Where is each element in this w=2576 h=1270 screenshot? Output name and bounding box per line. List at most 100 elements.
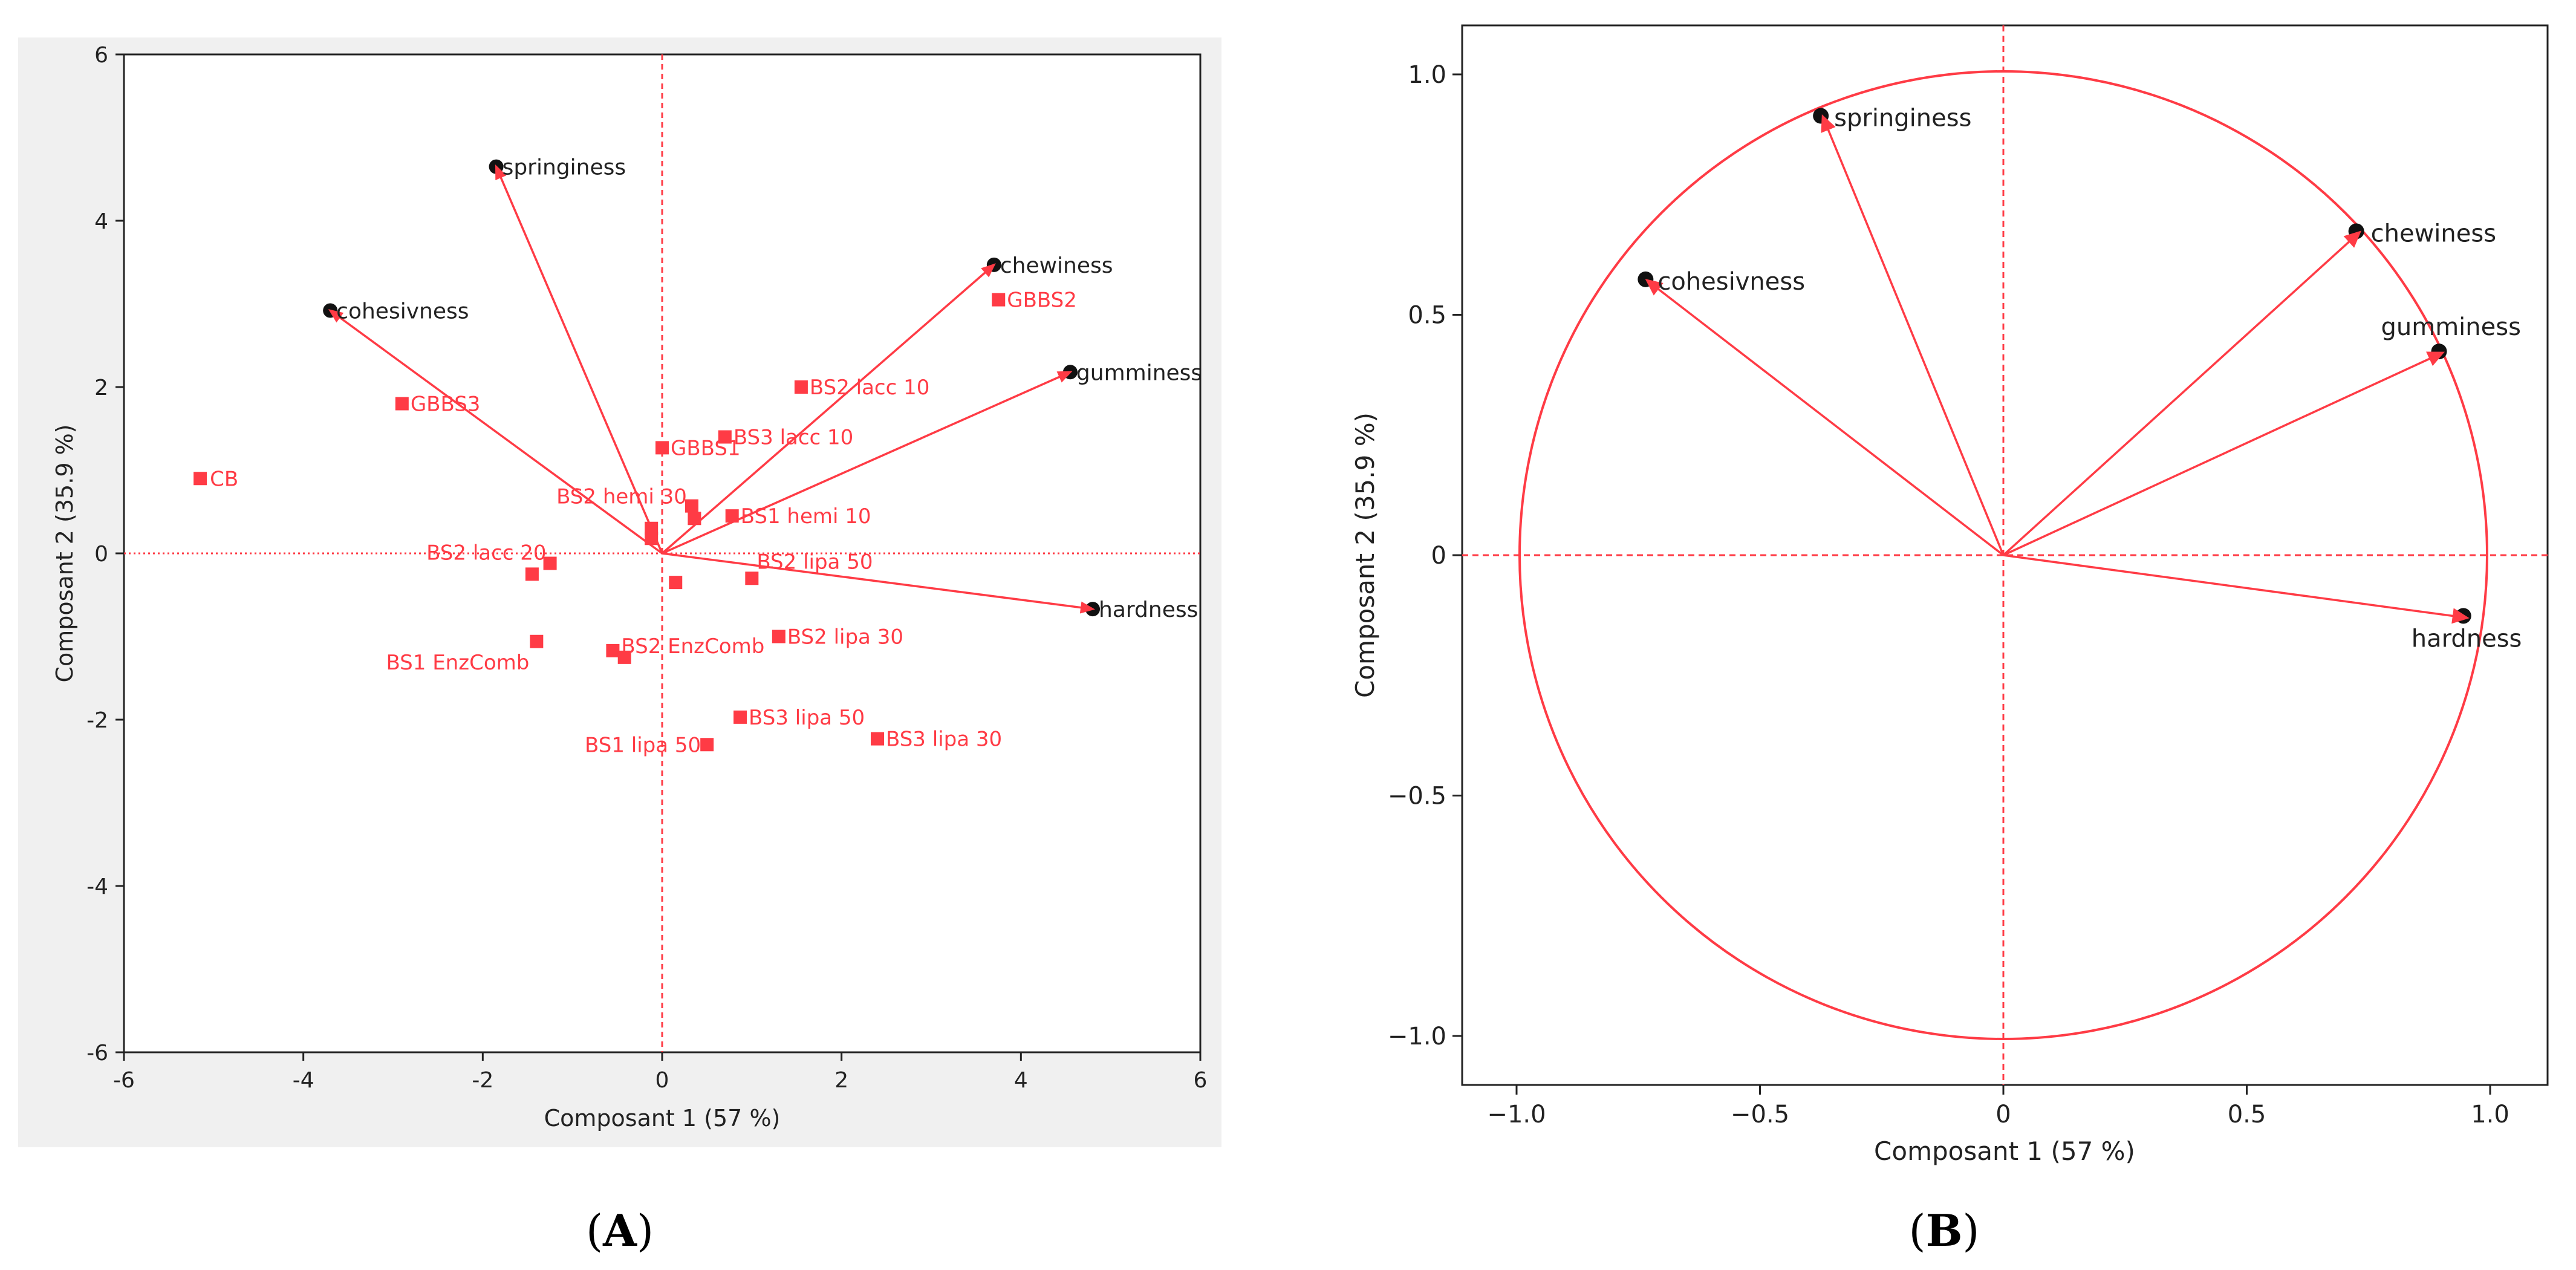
panel-a-sample-marker-gbbs3 — [395, 397, 409, 411]
panel-b-x-tick-label: −1.0 — [1487, 1101, 1546, 1128]
panel-b-x-tick-label: 0.5 — [2228, 1101, 2266, 1128]
panel-a-sample-label-gbbs1: GBBS1 — [671, 436, 741, 460]
panel-a-sample-marker-bs1-hemi-10 — [725, 509, 739, 523]
panel-a-variable-label-gumminess: gumminess — [1076, 360, 1202, 385]
panel-a-sample-label-bs3-lacc-10: BS3 lacc 10 — [733, 426, 854, 450]
panel-a-sample-marker-bs2-lacc-10 — [794, 380, 808, 394]
panel-a-sample-label-bs2-lipa-30: BS2 lipa 30 — [787, 625, 903, 650]
panel-a-arrowhead-hardness — [1079, 601, 1095, 614]
panel-a-sample-marker-unlabeled — [617, 650, 631, 664]
panel-a-y-tick-label: -4 — [86, 874, 108, 899]
panel-a-variable-label-chewiness: chewiness — [1000, 253, 1113, 278]
panel-a-sample-marker-gbbs2 — [992, 293, 1006, 307]
panel-b-loading-arrow-hardness — [2003, 554, 2466, 619]
panel-a-letter: A — [602, 1205, 637, 1256]
panel-b-x-axis-label: Composant 1 (57 %) — [1874, 1136, 2135, 1166]
panel-a-y-tick-label: 2 — [94, 376, 108, 400]
panel-b-variable-label-hardness: hardness — [2412, 625, 2522, 653]
panel-a-sample-marker-bs3-lipa-30 — [871, 732, 884, 746]
panel-a-variable-label-springiness: springiness — [503, 155, 626, 180]
panel-b-chart: −1.0 −0.5 0 0.5 1.0 −1.0 −0.5 0 0.5 1.0 springine… — [1350, 24, 2549, 1166]
panel-b-letter: B — [1926, 1205, 1963, 1256]
panel-b-label: (B) — [1908, 1205, 1979, 1256]
panel-b-arrowhead-cohesivness — [1645, 279, 1664, 296]
panel-b-arrowhead-gumminess — [2426, 351, 2445, 366]
panel-b-y-tick-label: 1.0 — [1408, 61, 1446, 89]
panel-a-arrowhead-cohesivness — [328, 309, 344, 323]
panel-b-unit-circle — [1518, 70, 2488, 1040]
panel-b-x-tick-label: 1.0 — [2471, 1101, 2509, 1128]
panel-a-sample-label-bs2-enzcomb: BS2 EnzComb — [621, 634, 764, 659]
panel-a-sample-marker-bs2-lacc-20 — [543, 556, 557, 570]
panel-b-open-paren: ( — [1908, 1205, 1925, 1256]
panel-a-sample-label-bs1-enzcomb: BS1 EnzComb — [386, 651, 529, 675]
panel-a-sample-marker-cb — [194, 472, 207, 486]
panel-a-x-tick-label: 0 — [655, 1068, 669, 1093]
panel-a-x-tick-label: 6 — [1194, 1068, 1208, 1093]
panel-b-x-tick-label: −0.5 — [1731, 1101, 1789, 1128]
panel-a-sample-marker-bs2-enzcomb — [606, 643, 620, 657]
panel-b-loading-arrow-springiness — [1822, 117, 2005, 556]
panel-b-arrowhead-springiness — [1821, 114, 1836, 133]
panel-b-close-paren: ) — [1962, 1205, 1979, 1256]
panel-a-y-tick-label: -6 — [86, 1041, 108, 1066]
panel-a-sample-marker-bs1-lipa-50 — [700, 738, 714, 752]
panel-a-y-tick-label: 6 — [94, 43, 108, 68]
panel-a-close-paren: ) — [637, 1205, 654, 1256]
panel-a-sample-label-cb: CB — [210, 467, 238, 491]
panel-b-variable-label-gumminess: gumminess — [2381, 313, 2521, 341]
panel-a-sample-marker-bs2-hemi-30 — [685, 499, 698, 513]
panel-b-arrowhead-hardness — [2451, 608, 2470, 624]
panel-a-sample-label-bs2-hemi-30: BS2 hemi 30 — [556, 485, 687, 509]
panel-a-sample-marker-unlabeled — [669, 576, 683, 590]
panel-a-x-tick-label: 4 — [1014, 1068, 1028, 1093]
panel-a-sample-label-bs3-lipa-50: BS3 lipa 50 — [749, 706, 865, 730]
panel-a-loading-arrow-gumminess — [662, 371, 1071, 555]
panel-a-x-axis-label: Composant 1 (57 %) — [544, 1105, 781, 1132]
panel-a-sample-label-bs1-hemi-10: BS1 hemi 10 — [741, 504, 871, 529]
panel-a-sample-marker-gbbs1 — [655, 441, 669, 455]
panel-a-sample-marker-bs2-lipa-50 — [745, 572, 759, 585]
panel-b-x-tick-label: 0 — [1995, 1101, 2011, 1128]
panel-b-variable-label-cohesivness: cohesivness — [1657, 268, 1805, 296]
panel-a-loading-arrow-chewiness — [661, 264, 995, 555]
panel-a-loading-arrow-hardness — [662, 552, 1093, 610]
panel-a-sample-label-bs3-lipa-30: BS3 lipa 30 — [886, 728, 1002, 752]
panel-a-loading-arrow-cohesivness — [330, 310, 663, 555]
panel-a-sample-label-bs2-lacc-10: BS2 lacc 10 — [810, 376, 930, 400]
panel-a-x-tick-label: 2 — [834, 1068, 848, 1093]
panel-b-loading-arrow-chewiness — [2002, 232, 2360, 556]
panel-b-variable-label-springiness: springiness — [1834, 105, 1971, 132]
panel-a-x-tick-label: -6 — [113, 1068, 135, 1093]
panel-b-loading-arrows: springiness cohesivness chewiness gumminess… — [1638, 105, 2522, 653]
panel-b-arrowhead-chewiness — [2343, 230, 2362, 248]
panel-a-sample-label-bs2-lacc-20: BS2 lacc 20 — [426, 541, 547, 565]
panel-b-y-tick-label: −0.5 — [1388, 783, 1446, 810]
panel-a-sample-marker-unlabeled — [645, 532, 659, 545]
panel-a-sample-marker-bs3-lacc-10 — [718, 430, 732, 444]
panel-a-arrowhead-springiness — [495, 164, 507, 180]
panel-a-arrowhead-gumminess — [1056, 371, 1073, 383]
panel-a-sample-label-bs1-lipa-50: BS1 lipa 50 — [585, 733, 701, 757]
panel-a-loading-arrows: springiness cohesivness chewiness gumminess… — [323, 155, 1202, 622]
panel-b-variable-label-chewiness: chewiness — [2371, 220, 2496, 247]
panel-b-y-tick-label: 0.5 — [1408, 302, 1446, 330]
panel-a-variable-label-cohesivness: cohesivness — [336, 299, 469, 324]
panel-b-y-axis-label: Composant 2 (35.9 %) — [1350, 412, 1380, 698]
panel-a-y-tick-label: 0 — [94, 542, 108, 567]
panel-a-y-axis-label: Composant 2 (35.9 %) — [51, 424, 78, 682]
panel-a-x-tick-label: -2 — [472, 1068, 493, 1093]
panel-b-ticks: −1.0 −0.5 0 0.5 1.0 −1.0 −0.5 0 0.5 1.0 — [1388, 61, 2509, 1128]
panel-a-sample-label-gbbs3: GBBS3 — [411, 392, 481, 417]
panel-b-loading-arrow-cohesivness — [1647, 280, 2005, 556]
panel-b-loading-arrow-gumminess — [2003, 352, 2442, 556]
panel-a-sample-marker-bs3-lipa-50 — [733, 710, 747, 724]
panel-a-sample-label-bs2-lipa-50: BS2 lipa 50 — [756, 550, 873, 574]
panel-a-chart: -6 -4 -2 0 2 4 6 -6 -4 -2 0 2 4 6 springiness cohesivn… — [18, 37, 1221, 1147]
panel-b-y-tick-label: −1.0 — [1388, 1023, 1446, 1050]
panel-a-variable-label-hardness: hardness — [1099, 598, 1198, 622]
panel-a-arrowhead-chewiness — [981, 263, 996, 278]
